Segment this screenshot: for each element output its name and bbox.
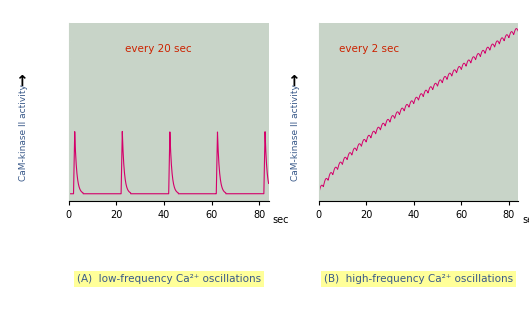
Text: (A)  low-frequency Ca²⁺ oscillations: (A) low-frequency Ca²⁺ oscillations [77, 274, 261, 284]
Text: sec: sec [523, 215, 529, 225]
Text: sec: sec [272, 215, 289, 225]
Text: CaM-kinase II activity: CaM-kinase II activity [290, 85, 300, 181]
Text: (B)  high-frequency Ca²⁺ oscillations: (B) high-frequency Ca²⁺ oscillations [324, 274, 513, 284]
Text: every 20 sec: every 20 sec [125, 44, 191, 54]
Text: ↑: ↑ [287, 74, 300, 88]
Text: ↑: ↑ [15, 74, 28, 88]
Text: CaM-kinase II activity: CaM-kinase II activity [19, 85, 29, 181]
Text: every 2 sec: every 2 sec [339, 44, 399, 54]
